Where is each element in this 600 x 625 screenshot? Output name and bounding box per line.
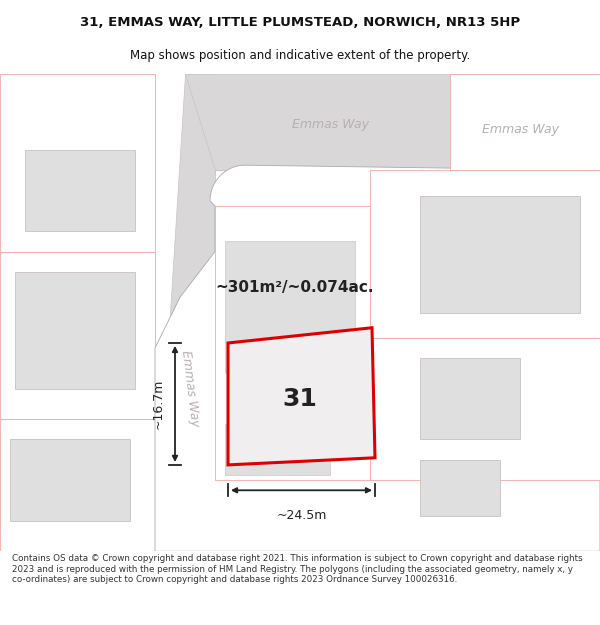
Bar <box>25 150 135 231</box>
Text: 31: 31 <box>283 387 317 411</box>
Text: ~24.5m: ~24.5m <box>277 509 326 522</box>
Polygon shape <box>0 74 155 251</box>
Polygon shape <box>185 74 600 170</box>
Bar <box>15 272 135 389</box>
Polygon shape <box>370 338 600 480</box>
Bar <box>420 460 500 516</box>
Text: Map shows position and indicative extent of the property.: Map shows position and indicative extent… <box>130 49 470 62</box>
Polygon shape <box>370 170 600 338</box>
Bar <box>225 241 355 374</box>
Text: 31, EMMAS WAY, LITTLE PLUMSTEAD, NORWICH, NR13 5HP: 31, EMMAS WAY, LITTLE PLUMSTEAD, NORWICH… <box>80 16 520 29</box>
Polygon shape <box>450 74 600 170</box>
Text: Emmas Way: Emmas Way <box>292 118 368 131</box>
Polygon shape <box>155 165 600 551</box>
Text: ~16.7m: ~16.7m <box>152 379 165 429</box>
Text: Emmas Way: Emmas Way <box>179 350 201 428</box>
Bar <box>10 439 130 521</box>
Polygon shape <box>0 251 155 419</box>
Text: Contains OS data © Crown copyright and database right 2021. This information is : Contains OS data © Crown copyright and d… <box>12 554 583 584</box>
Polygon shape <box>155 74 215 551</box>
Polygon shape <box>215 206 370 480</box>
Polygon shape <box>228 328 375 465</box>
Bar <box>225 424 330 475</box>
Bar <box>420 358 520 439</box>
Bar <box>420 196 580 312</box>
Text: ~301m²/~0.074ac.: ~301m²/~0.074ac. <box>216 279 374 294</box>
Text: Emmas Way: Emmas Way <box>482 123 559 136</box>
Polygon shape <box>155 170 600 551</box>
Polygon shape <box>0 419 155 551</box>
